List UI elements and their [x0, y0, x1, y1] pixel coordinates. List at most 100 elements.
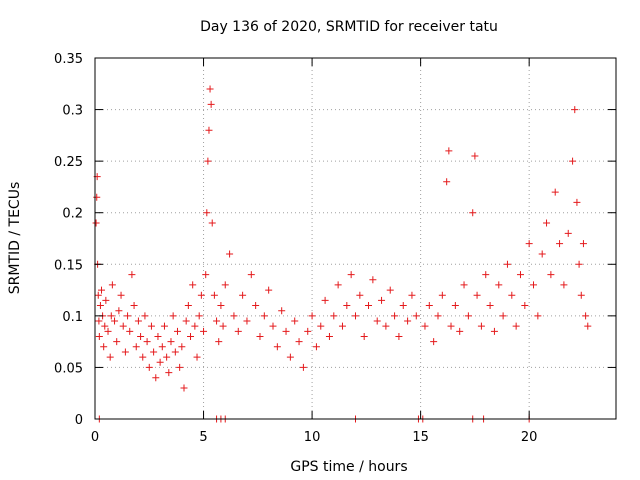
- data-point: [421, 322, 429, 330]
- data-point: [165, 369, 173, 377]
- data-point: [282, 327, 290, 335]
- data-point: [210, 291, 218, 299]
- data-point: [373, 317, 381, 325]
- data-point: [273, 343, 281, 351]
- data-point: [378, 296, 386, 304]
- data-point: [160, 322, 168, 330]
- data-point: [176, 363, 184, 371]
- x-tick-label: 10: [304, 430, 321, 445]
- data-point: [115, 307, 123, 315]
- data-point: [575, 260, 583, 268]
- data-point: [200, 327, 208, 335]
- data-point: [145, 363, 153, 371]
- data-point: [291, 317, 299, 325]
- data-point: [464, 312, 472, 320]
- data-point: [113, 338, 121, 346]
- data-point: [486, 302, 494, 310]
- data-point: [560, 281, 568, 289]
- data-point: [189, 281, 197, 289]
- data-point: [221, 281, 229, 289]
- data-point: [564, 229, 572, 237]
- data-point: [382, 322, 390, 330]
- data-point: [234, 327, 242, 335]
- data-point: [412, 312, 420, 320]
- data-point: [208, 219, 216, 227]
- data-point: [141, 312, 149, 320]
- data-point: [171, 348, 179, 356]
- data-point: [202, 271, 210, 279]
- x-tick-label: 0: [91, 430, 99, 445]
- data-point: [551, 188, 559, 196]
- data-point: [399, 302, 407, 310]
- y-tick-label: 0.1: [62, 310, 83, 325]
- data-point: [119, 322, 127, 330]
- data-point: [395, 332, 403, 340]
- data-point: [143, 338, 151, 346]
- data-point: [579, 240, 587, 248]
- y-tick-label: 0.05: [54, 361, 83, 376]
- data-point: [184, 302, 192, 310]
- y-axis-title: SRMTID / TECUs: [7, 182, 23, 295]
- data-point: [295, 338, 303, 346]
- data-point: [490, 327, 498, 335]
- data-point: [206, 85, 214, 93]
- data-point: [158, 343, 166, 351]
- data-point: [117, 291, 125, 299]
- x-tick-label: 20: [521, 430, 538, 445]
- data-point: [334, 281, 342, 289]
- data-point: [321, 296, 329, 304]
- data-point: [98, 286, 106, 294]
- data-point: [430, 338, 438, 346]
- data-point: [101, 322, 109, 330]
- data-point: [408, 291, 416, 299]
- data-point: [286, 353, 294, 361]
- data-point: [434, 312, 442, 320]
- data-point: [173, 327, 181, 335]
- data-point: [111, 317, 119, 325]
- data-point: [95, 317, 103, 325]
- data-point: [205, 126, 213, 134]
- plot-area-frame: [94, 57, 617, 420]
- data-point: [584, 322, 592, 330]
- data-point: [338, 322, 346, 330]
- data-point: [247, 271, 255, 279]
- data-point: [547, 271, 555, 279]
- data-point: [147, 322, 155, 330]
- data-point: [438, 291, 446, 299]
- y-tick-label: 0.35: [54, 52, 83, 67]
- data-point: [167, 338, 175, 346]
- data-point: [104, 327, 112, 335]
- data-point: [121, 348, 129, 356]
- data-point: [204, 157, 212, 165]
- data-point: [516, 271, 524, 279]
- data-point: [569, 157, 577, 165]
- data-point: [107, 312, 115, 320]
- data-point: [425, 302, 433, 310]
- axis-ticks: 0 0.05 0.1 0.15 0.2 0.25 0.3 0.35 0 5 10 15 20: [54, 52, 616, 445]
- x-tick-label: 5: [199, 430, 207, 445]
- data-point: [391, 312, 399, 320]
- data-point: [152, 374, 160, 382]
- data-point: [538, 250, 546, 258]
- data-point: [230, 312, 238, 320]
- y-tick-label: 0.25: [54, 155, 83, 170]
- data-point: [128, 271, 136, 279]
- data-point: [139, 353, 147, 361]
- y-tick-label: 0.2: [62, 207, 83, 222]
- data-point: [299, 363, 307, 371]
- data-point: [445, 147, 453, 155]
- x-tick-label: 15: [412, 430, 429, 445]
- data-point: [530, 281, 538, 289]
- data-point: [132, 343, 140, 351]
- data-point: [182, 317, 190, 325]
- y-tick-label: 0: [75, 413, 83, 428]
- data-point: [260, 312, 268, 320]
- data-point: [508, 291, 516, 299]
- y-tick-label: 0.15: [54, 258, 83, 273]
- data-point: [100, 343, 108, 351]
- data-point: [404, 317, 412, 325]
- data-point: [512, 322, 520, 330]
- data-point: [460, 281, 468, 289]
- data-point: [226, 250, 234, 258]
